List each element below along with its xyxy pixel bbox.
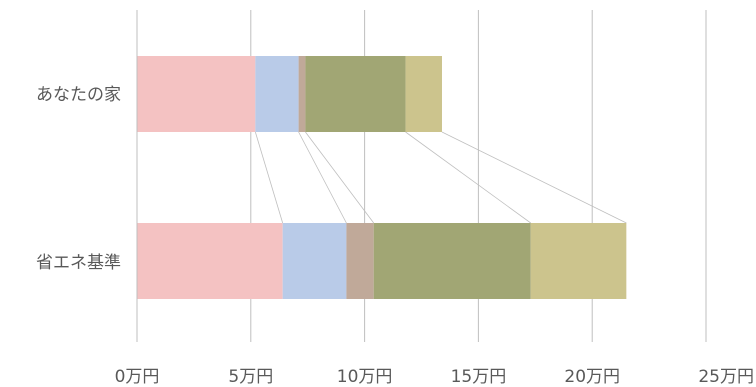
category-label-1: 省エネ基準 <box>36 253 121 273</box>
x-tick-label-4: 20万円 <box>564 367 620 387</box>
x-tick-label-3: 15万円 <box>451 367 507 387</box>
bar-segment-1-3 <box>373 223 531 299</box>
series-connector-3 <box>405 131 531 224</box>
bars <box>137 56 627 299</box>
bar-segment-0-4 <box>405 56 442 132</box>
x-tick-label-5: 25万円 <box>698 367 754 387</box>
x-tick-label-2: 10万円 <box>337 367 393 387</box>
bar-segment-1-2 <box>346 223 374 299</box>
bar-segment-0-2 <box>298 56 306 132</box>
bar-segment-0-1 <box>255 56 299 132</box>
x-tick-label-1: 5万円 <box>228 367 273 387</box>
series-connector-0 <box>254 131 284 224</box>
series-connector-2 <box>305 131 375 224</box>
series-connector-4 <box>441 131 627 224</box>
category-labels: あなたの家 省エネ基準 <box>36 85 121 273</box>
bar-segment-0-3 <box>305 56 406 132</box>
category-label-0: あなたの家 <box>36 85 121 105</box>
series-connectors <box>254 131 627 224</box>
x-tick-label-0: 0万円 <box>115 367 160 387</box>
x-tick-labels: 0万円 5万円 10万円 15万円 20万円 25万円 <box>115 367 754 387</box>
series-connector-1 <box>298 131 347 224</box>
bar-segment-1-0 <box>137 223 283 299</box>
bar-segment-1-1 <box>282 223 347 299</box>
bar-segment-1-4 <box>530 223 627 299</box>
bar-segment-0-0 <box>137 56 256 132</box>
